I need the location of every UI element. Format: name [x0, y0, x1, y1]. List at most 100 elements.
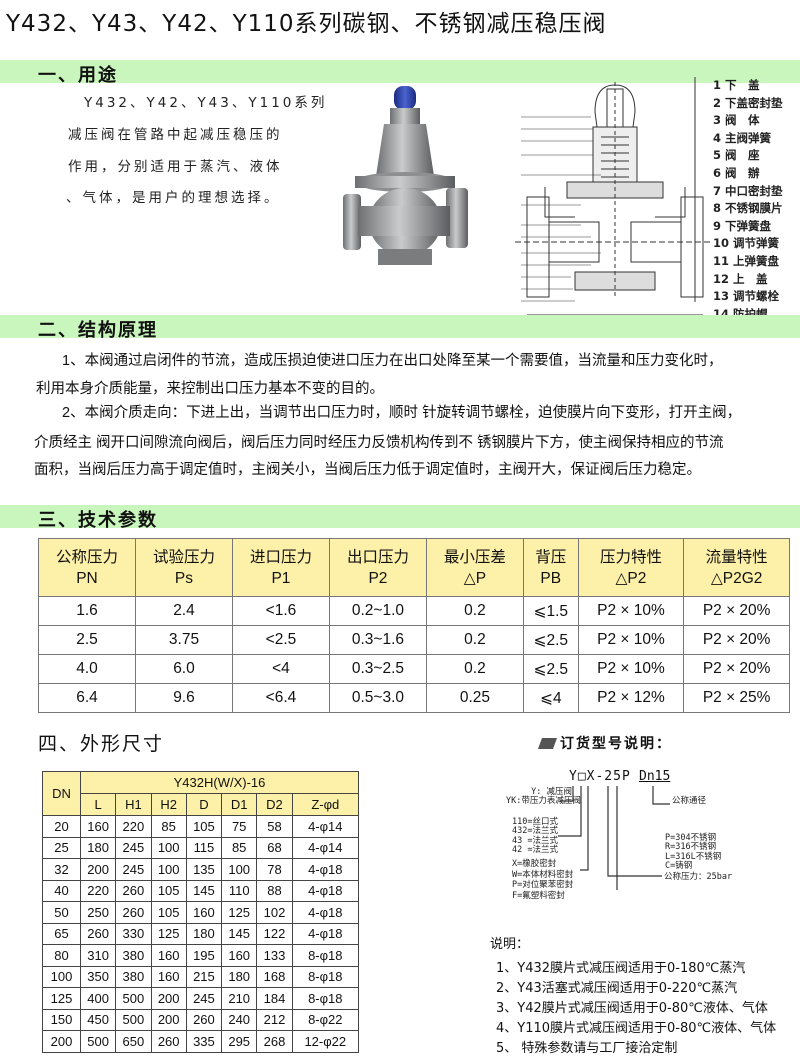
table-cell: 85	[150, 815, 187, 838]
column-header: 公称压力 PN	[38, 538, 136, 597]
section-bar-params	[0, 505, 800, 528]
table-cell: 350	[79, 965, 117, 988]
table-header-row: DN Y432H(W/X)-16	[42, 771, 359, 816]
column-header: 压力特性 △P2	[577, 538, 685, 597]
table-cell: 0.2	[425, 596, 524, 626]
legend-item: 4 主阀弹簧	[713, 130, 772, 145]
table-row: 150 450 500 200 260 240 212 8-φ22	[42, 1008, 360, 1031]
table-cell: 6.0	[134, 654, 233, 684]
code-option: 110=丝口式	[512, 817, 558, 827]
table-header-row: 公称压力 PN 试验压力 Ps 进口压力 P1 出口压力 P2 最小压差 △P 背压 PB …	[38, 538, 790, 597]
table-cell: 200	[79, 858, 117, 881]
legend-item: 11 上弹簧盘	[713, 253, 780, 268]
table-row: 25 180 245 100 115 85 68 4-φ14	[42, 836, 360, 859]
table-row: 20 160 220 85 105 75 58 4-φ14	[42, 815, 360, 838]
table-cell: 3.75	[134, 625, 233, 655]
table-cell: P2 × 10%	[577, 654, 685, 684]
table-cell: 110	[221, 879, 258, 902]
table-cell: 40	[42, 879, 81, 902]
table-cell: 260	[150, 1030, 187, 1053]
usage-line: 、气体，是用户的理想选择。	[66, 190, 281, 206]
table-cell: 500	[115, 987, 152, 1010]
table-cell: 80	[42, 944, 81, 967]
table-cell: 75	[221, 815, 258, 838]
column-header: 最小压差 △P	[425, 538, 524, 597]
table-cell: 215	[185, 965, 223, 988]
table-cell: 8-φ18	[291, 944, 360, 967]
table-cell: 88	[256, 879, 293, 902]
column-header: 背压 PB	[522, 538, 579, 597]
table-cell: 115	[185, 836, 223, 859]
notes: 说明： 1、Y432膜片式减压阀适用于0-180℃蒸汽 2、Y43活塞式减压阀适…	[490, 935, 776, 1059]
column-header: H2	[150, 793, 187, 816]
table-cell: 9.6	[134, 683, 233, 713]
table-cell: <2.5	[231, 625, 330, 655]
table-cell: P2 × 20%	[683, 654, 790, 684]
code-option: Y: 减压阀	[531, 787, 572, 797]
table-cell: 6.4	[38, 683, 136, 713]
code-option: F=氟塑料密封	[512, 890, 565, 901]
table-cell: 0.25	[425, 683, 524, 713]
table-cell: <6.4	[231, 683, 330, 713]
table-cell: P2 × 25%	[683, 683, 790, 713]
table-row: 6.4 9.6 <6.4 0.5~3.0 0.25 ⩽4 P2 × 12% P2 × 25%	[38, 683, 790, 713]
structure-line: 介质经主 阀开口间隙流向阀后，阀后压力同时经压力反馈机构传到不 锈钢膜片下方，使…	[34, 435, 724, 451]
dn-header: DN	[42, 771, 81, 816]
table-cell: ⩽2.5	[522, 625, 579, 655]
table-cell: 105	[185, 815, 223, 838]
table-cell: 500	[79, 1030, 117, 1053]
table-cell: 4-φ14	[291, 836, 360, 859]
table-cell: 0.5~3.0	[328, 683, 427, 713]
dimensions-table: DN Y432H(W/X)-16 L H1 H2 D D1 D2 Z-φd 20 160 220…	[42, 771, 360, 1053]
structure-line: 利用本身介质能量，来控制出口压力基本不变的目的。	[36, 381, 384, 397]
table-cell: 135	[185, 858, 223, 881]
seal-options: X=橡胶密封 W=本体材料密封 P=对位聚苯密封 F=氟塑料密封	[512, 859, 573, 901]
structure-line: 面积，当阀后压力高于调定值时，主阀关小，当阀后压力低于调定值时，主阀开大，保证阀…	[34, 462, 701, 478]
code-option: W=本体材料密封	[512, 869, 574, 880]
table-cell: 0.2~1.0	[328, 596, 427, 626]
usage-line: 作用，分别适用于蒸汽、液体	[68, 159, 283, 175]
table-cell: 160	[79, 815, 117, 838]
table-cell: 245	[115, 836, 152, 859]
section-heading-dimensions: 四、外形尺寸	[38, 733, 165, 755]
table-cell: 0.3~2.5	[328, 654, 427, 684]
table-cell: 168	[256, 965, 293, 988]
column-header: D	[185, 793, 223, 816]
table-cell: 105	[150, 879, 187, 902]
code-option: 42 =法兰式	[512, 844, 558, 855]
legend-item: 13 调节螺栓	[713, 289, 780, 304]
note-item: 1、Y432膜片式减压阀适用于0-180℃蒸汽	[496, 961, 746, 976]
table-cell: 4.0	[38, 654, 136, 684]
table-cell: ⩽4	[522, 683, 579, 713]
table-cell: 4-φ18	[291, 858, 360, 881]
table-cell: <1.6	[231, 596, 330, 626]
table-cell: 125	[150, 922, 187, 945]
valve-section-diagram	[515, 77, 710, 316]
table-cell: 8-φ22	[291, 1008, 360, 1031]
table-cell: 200	[150, 987, 187, 1010]
table-cell: 0.2	[425, 654, 524, 684]
diagram-legend: 1 下 盖 2 下盖密封垫 3 阀 体 4 主阀弹簧 5 阀 座 6 阀 辦 7…	[713, 77, 783, 323]
connection-options: 110=丝口式 432=法兰式 43 =法兰式 42 =法兰式	[512, 817, 558, 855]
table-row: 65 260 330 125 180 145 122 4-φ18	[42, 922, 360, 945]
table-cell: 145	[185, 879, 223, 902]
table-row: 80 310 380 160 195 160 133 8-φ18	[42, 944, 360, 967]
column-header: 进口压力 P1	[231, 538, 330, 597]
table-cell: 50	[42, 901, 81, 924]
section-bar-structure	[0, 315, 800, 338]
table-cell: 180	[221, 965, 258, 988]
note-item: 2、Y43活塞式减压阀适用于0-220℃蒸汽	[496, 981, 738, 996]
table-row: 1.6 2.4 <1.6 0.2~1.0 0.2 ⩽1.5 P2 × 10% P2 × 20%	[38, 596, 790, 626]
table-cell: 100	[150, 858, 187, 881]
table-header-row: L H1 H2 D D1 D2 Z-φd	[43, 793, 360, 816]
table-cell: 150	[42, 1008, 81, 1031]
table-cell: P2 × 20%	[683, 625, 790, 655]
column-header: 出口压力 P2	[328, 538, 427, 597]
table-cell: 105	[150, 901, 187, 924]
table-cell: 250	[79, 901, 117, 924]
table-cell: 330	[115, 922, 152, 945]
table-row: 50 250 260 105 160 125 102 4-φ18	[42, 901, 360, 924]
order-model-code: Y□X-25P	[569, 769, 631, 784]
note-item: 3、Y42膜片式减压阀适用于0-80℃液体、气体	[496, 1001, 768, 1016]
order-code-leaders	[558, 786, 670, 890]
